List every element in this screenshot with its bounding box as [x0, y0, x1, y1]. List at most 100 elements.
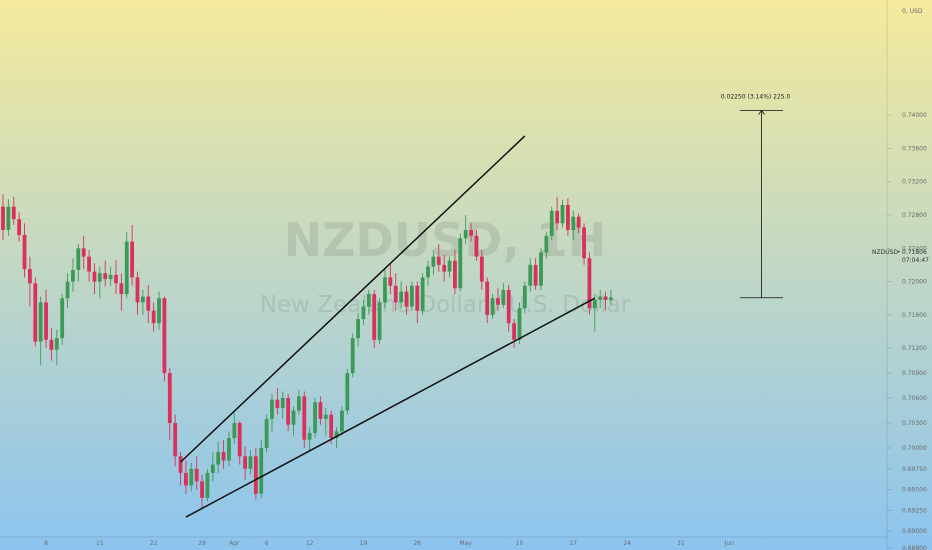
time-tick-label: Apr [229, 540, 240, 547]
candle-body [97, 273, 102, 282]
time-tick-label: 10 [516, 540, 524, 547]
candle-body [28, 269, 32, 284]
candle [140, 289, 145, 315]
candle-body [162, 298, 167, 374]
candle-body [248, 456, 253, 469]
candle [544, 231, 549, 259]
candle [409, 281, 414, 311]
time-tick-label: May [459, 540, 472, 547]
candle [318, 396, 323, 425]
candle [173, 414, 178, 467]
candle [97, 266, 102, 299]
candle-body [200, 481, 204, 498]
candle-body [44, 302, 48, 340]
measure-arrow-icon [758, 109, 765, 115]
candle [216, 441, 221, 473]
candle-body [1, 206, 5, 230]
candle-body [576, 216, 581, 228]
candle [388, 263, 393, 295]
candle [65, 273, 70, 309]
candle-body [544, 235, 549, 253]
candle-body [555, 210, 560, 224]
current-price-separator: • [897, 249, 901, 256]
candle [60, 294, 65, 345]
candle [517, 302, 522, 344]
candle-body [458, 238, 463, 289]
candle-body [11, 206, 16, 220]
candle-body [496, 298, 500, 305]
candle-body [345, 373, 350, 411]
measure-tool[interactable]: 0.02250 (3.14%) 225.0 [721, 94, 791, 299]
candle-body [501, 289, 506, 305]
candle [108, 266, 113, 286]
candle-body [227, 438, 231, 461]
time-tick-label: 6 [265, 540, 269, 547]
candle-body [81, 248, 86, 257]
candle [598, 289, 603, 309]
time-tick-label: 22 [150, 540, 158, 547]
candle [135, 271, 140, 315]
candle-body [297, 396, 301, 411]
price-tick-label: 0.72800 [902, 212, 927, 219]
candle [377, 298, 382, 344]
candle [291, 406, 296, 436]
trendlines-layer [180, 135, 596, 518]
trendline[interactable] [185, 297, 596, 518]
candle [237, 421, 242, 465]
candle [205, 468, 210, 502]
price-tick-label: 0.69750 [902, 466, 927, 473]
time-tick-label: 24 [623, 540, 631, 547]
candle-body [33, 283, 38, 342]
candle [485, 277, 490, 324]
candle-body [307, 433, 312, 440]
candle-body [469, 229, 473, 236]
candle [259, 439, 264, 498]
price-tick-label: 0.74000 [902, 112, 927, 119]
candle [280, 391, 285, 419]
candle [248, 449, 253, 475]
candle [479, 249, 484, 290]
candle-body [259, 447, 264, 494]
candle-body [130, 241, 135, 278]
current-price-value: 0.71806 [902, 249, 927, 256]
candle-body [114, 274, 118, 284]
candle [528, 258, 533, 292]
candle-body [108, 274, 113, 280]
candle [28, 256, 32, 307]
candle [436, 244, 441, 272]
candle [566, 198, 570, 236]
candle [571, 210, 576, 240]
time-tick-label: 19 [360, 540, 368, 547]
candle [447, 256, 452, 278]
candle [49, 328, 54, 361]
time-axis[interactable]: 8 15 22 29 Apr 6 12 19 26 May 10 17 24 31 Jun [44, 540, 734, 547]
candle [54, 329, 59, 365]
candle [1, 194, 5, 240]
candle-body [146, 296, 151, 311]
candle-body [426, 266, 430, 278]
candle-body [216, 452, 221, 465]
candle [194, 456, 199, 490]
candle-body [194, 468, 199, 482]
measure-label: 0.02250 (3.14%) 225.0 [721, 94, 791, 101]
price-tick-label: 0.69250 [902, 507, 927, 514]
candle-body [318, 402, 323, 419]
candle-body [463, 229, 468, 239]
price-tick-label: 0.70900 [902, 370, 927, 377]
candle [372, 289, 377, 349]
candle-body [383, 277, 387, 303]
price-tick-label: 0.68800 [902, 545, 927, 550]
time-tick-label: 29 [198, 540, 206, 547]
candle [522, 281, 527, 314]
trendline[interactable] [180, 135, 526, 463]
candle-body [409, 285, 414, 307]
price-axis[interactable]: 0.74000 0.73600 0.73200 0.72800 0.72400 0.720… [887, 112, 927, 550]
candle-body [184, 472, 188, 486]
candle-body [372, 294, 377, 340]
candle-body [587, 258, 592, 309]
candle [549, 206, 554, 240]
candle [87, 249, 91, 282]
